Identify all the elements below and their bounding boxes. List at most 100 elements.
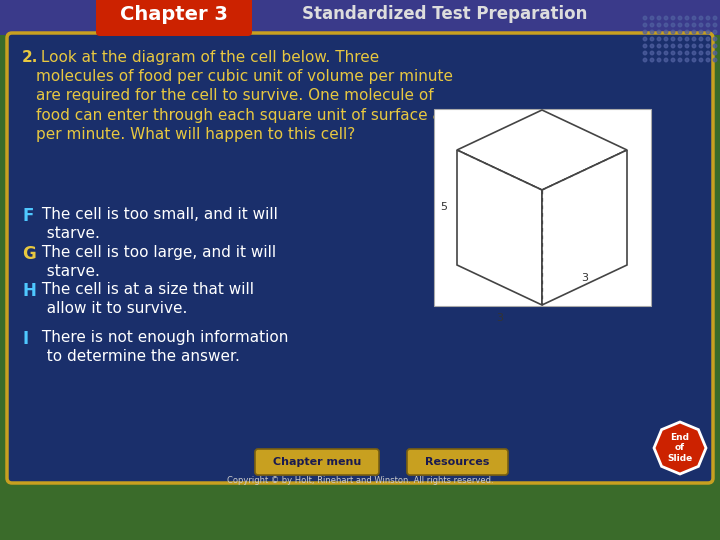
Text: 2.: 2. xyxy=(22,50,38,65)
Circle shape xyxy=(665,16,668,20)
Circle shape xyxy=(692,23,696,27)
Circle shape xyxy=(678,51,682,55)
Text: End
of
Slide: End of Slide xyxy=(667,433,693,463)
Circle shape xyxy=(650,37,654,41)
Polygon shape xyxy=(457,110,627,190)
Text: Chapter menu: Chapter menu xyxy=(273,457,361,467)
Text: The cell is at a size that will
  allow it to survive.: The cell is at a size that will allow it… xyxy=(37,282,254,316)
Circle shape xyxy=(685,30,689,34)
Circle shape xyxy=(699,23,703,27)
Text: Standardized Test Preparation: Standardized Test Preparation xyxy=(302,5,588,23)
Circle shape xyxy=(706,58,710,62)
Circle shape xyxy=(678,16,682,20)
Circle shape xyxy=(650,58,654,62)
Circle shape xyxy=(706,37,710,41)
Circle shape xyxy=(657,37,661,41)
Circle shape xyxy=(699,44,703,48)
Text: 3: 3 xyxy=(496,313,503,323)
Circle shape xyxy=(643,30,647,34)
Circle shape xyxy=(692,44,696,48)
Text: H: H xyxy=(22,282,36,300)
Circle shape xyxy=(650,51,654,55)
Circle shape xyxy=(643,58,647,62)
Circle shape xyxy=(706,16,710,20)
Text: I: I xyxy=(22,330,28,348)
FancyBboxPatch shape xyxy=(7,33,713,483)
Circle shape xyxy=(657,58,661,62)
Circle shape xyxy=(657,16,661,20)
Text: Resources: Resources xyxy=(425,457,489,467)
Circle shape xyxy=(643,37,647,41)
Circle shape xyxy=(699,58,703,62)
Circle shape xyxy=(692,58,696,62)
Circle shape xyxy=(706,51,710,55)
Circle shape xyxy=(665,23,668,27)
Text: 3: 3 xyxy=(581,273,588,283)
Circle shape xyxy=(706,30,710,34)
Circle shape xyxy=(643,16,647,20)
FancyBboxPatch shape xyxy=(96,0,252,36)
Polygon shape xyxy=(457,150,542,305)
Circle shape xyxy=(678,37,682,41)
Circle shape xyxy=(692,37,696,41)
Circle shape xyxy=(650,23,654,27)
Circle shape xyxy=(671,58,675,62)
Circle shape xyxy=(699,30,703,34)
Circle shape xyxy=(657,30,661,34)
Text: G: G xyxy=(22,245,36,263)
Circle shape xyxy=(671,44,675,48)
Circle shape xyxy=(714,58,717,62)
Circle shape xyxy=(714,16,717,20)
FancyBboxPatch shape xyxy=(0,0,720,35)
Circle shape xyxy=(706,44,710,48)
Circle shape xyxy=(714,44,717,48)
Circle shape xyxy=(699,37,703,41)
Circle shape xyxy=(665,58,668,62)
Circle shape xyxy=(657,51,661,55)
Circle shape xyxy=(643,44,647,48)
Text: Chapter 3: Chapter 3 xyxy=(120,4,228,24)
Circle shape xyxy=(692,16,696,20)
FancyBboxPatch shape xyxy=(255,449,379,475)
Circle shape xyxy=(643,51,647,55)
Circle shape xyxy=(665,51,668,55)
Circle shape xyxy=(699,16,703,20)
Text: The cell is too small, and it will
  starve.: The cell is too small, and it will starv… xyxy=(37,207,278,241)
Text: F: F xyxy=(22,207,33,225)
Circle shape xyxy=(650,44,654,48)
Circle shape xyxy=(678,30,682,34)
Circle shape xyxy=(671,16,675,20)
Circle shape xyxy=(685,37,689,41)
Circle shape xyxy=(671,51,675,55)
Circle shape xyxy=(643,23,647,27)
Circle shape xyxy=(685,44,689,48)
Circle shape xyxy=(678,23,682,27)
Circle shape xyxy=(685,58,689,62)
Circle shape xyxy=(692,30,696,34)
Text: Look at the diagram of the cell below. Three
molecules of food per cubic unit of: Look at the diagram of the cell below. T… xyxy=(36,50,467,142)
Circle shape xyxy=(665,44,668,48)
Circle shape xyxy=(699,51,703,55)
Circle shape xyxy=(678,58,682,62)
Circle shape xyxy=(685,16,689,20)
Circle shape xyxy=(665,30,668,34)
Circle shape xyxy=(692,51,696,55)
Circle shape xyxy=(714,37,717,41)
Bar xyxy=(0,0,720,35)
Circle shape xyxy=(678,44,682,48)
Circle shape xyxy=(706,23,710,27)
Circle shape xyxy=(714,23,717,27)
FancyBboxPatch shape xyxy=(407,449,508,475)
Circle shape xyxy=(671,37,675,41)
Circle shape xyxy=(665,37,668,41)
FancyBboxPatch shape xyxy=(434,109,651,306)
Circle shape xyxy=(650,16,654,20)
Text: 5: 5 xyxy=(440,202,447,213)
Text: The cell is too large, and it will
  starve.: The cell is too large, and it will starv… xyxy=(37,245,276,279)
Circle shape xyxy=(657,23,661,27)
Text: There is not enough information
  to determine the answer.: There is not enough information to deter… xyxy=(37,330,289,364)
Circle shape xyxy=(671,23,675,27)
Circle shape xyxy=(657,44,661,48)
Circle shape xyxy=(714,30,717,34)
Circle shape xyxy=(685,23,689,27)
